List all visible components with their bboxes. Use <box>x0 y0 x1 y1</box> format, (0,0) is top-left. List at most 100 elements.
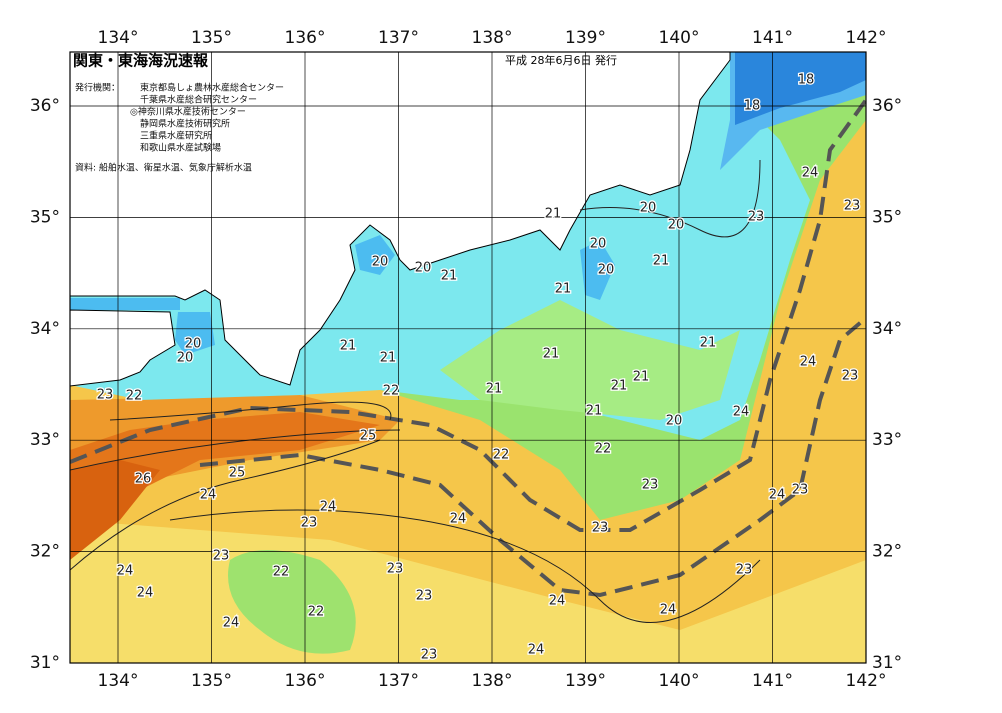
inner-green <box>440 300 740 420</box>
labels: 東京都島しょ農林水産総合センター千葉県水産総合研究センター◎神奈川県水産技術セン… <box>30 28 902 691</box>
issue-date: 平成 28年6月6日 発行 <box>505 53 617 67</box>
lon-label-top: 137° <box>378 28 419 48</box>
lon-label-bottom: 137° <box>378 671 419 691</box>
issuer: 静岡県水産技術研究所 <box>140 118 230 130</box>
contour-label: 20 <box>598 263 615 278</box>
issuer: ◎神奈川県水産技術センター <box>130 106 246 118</box>
contour-label: 24 <box>802 166 819 181</box>
contour-label: 21 <box>555 282 572 297</box>
contour-label: 23 <box>792 483 809 498</box>
contours <box>70 159 761 623</box>
lon-label-bottom: 135° <box>191 671 232 691</box>
lat-label-left: 35° <box>30 207 60 227</box>
contour-label: 23 <box>97 388 114 403</box>
warm-core <box>70 460 160 560</box>
contour-label: 22 <box>493 448 510 463</box>
issuer: 千葉県水産総合研究センター <box>140 94 257 106</box>
map-area <box>70 52 866 663</box>
contour-label: 20 <box>666 414 683 429</box>
contour-label: 23 <box>301 516 318 531</box>
contour-label: 23 <box>842 369 859 384</box>
lon-label-bottom: 136° <box>285 671 326 691</box>
contour-label: 22 <box>126 389 143 404</box>
contour-label: 20 <box>177 351 194 366</box>
issuer: 和歌山県水産試験場 <box>140 142 221 154</box>
contour-label: 24 <box>549 594 566 609</box>
contour-label: 20 <box>185 337 202 352</box>
lon-label-top: 139° <box>565 28 606 48</box>
source: 資料: 船舶水温、衛星水温、気象庁解析水温 <box>75 162 252 174</box>
issuer: 東京都島しょ農林水産総合センター <box>140 82 284 94</box>
title: 関東・東海海況速報 <box>73 52 209 70</box>
contour-label: 20 <box>590 237 607 252</box>
contour-label: 24 <box>200 488 217 503</box>
lon-label-top: 136° <box>285 28 326 48</box>
green-patch <box>228 550 356 654</box>
lon-label-bottom: 139° <box>565 671 606 691</box>
lon-label-top: 135° <box>191 28 232 48</box>
contour-label: 21 <box>543 347 560 362</box>
contour-label: 26 <box>135 472 152 487</box>
contour-label: 18 <box>744 99 761 114</box>
contour-label: 20 <box>415 261 432 276</box>
contour-label: 23 <box>736 563 753 578</box>
lon-label-bottom: 138° <box>472 671 513 691</box>
lat-label-left: 33° <box>30 430 60 450</box>
contour-label: 24 <box>769 488 786 503</box>
lat-label-right: 36° <box>872 96 902 116</box>
contour-label: 24 <box>733 405 750 420</box>
contour-label: 23 <box>213 549 230 564</box>
issuer: 三重県水産研究所 <box>140 130 212 142</box>
lat-label-right: 31° <box>872 653 902 673</box>
lat-label-left: 31° <box>30 653 60 673</box>
lat-label-right: 33° <box>872 430 902 450</box>
contour-label: 23 <box>642 478 659 493</box>
contour-label: 22 <box>595 442 612 457</box>
contour-label: 23 <box>416 589 433 604</box>
contour-label: 22 <box>383 384 400 399</box>
lon-label-bottom: 141° <box>752 671 793 691</box>
contour-label: 25 <box>360 429 377 444</box>
contour-label: 21 <box>486 382 503 397</box>
contour-label: 24 <box>117 564 134 579</box>
contour-label: 23 <box>421 648 438 663</box>
lon-label-bottom: 134° <box>98 671 139 691</box>
contour-label: 21 <box>586 404 603 419</box>
contour-label: 23 <box>844 199 861 214</box>
contour-label: 23 <box>592 521 609 536</box>
issuer-label: 発行機関： <box>75 82 120 94</box>
contour-label: 20 <box>372 255 389 270</box>
contour-label: 24 <box>800 355 817 370</box>
contour-label: 20 <box>668 218 685 233</box>
deep-blue-zone <box>735 52 866 125</box>
lon-label-top: 142° <box>846 28 887 48</box>
contour-label: 18 <box>798 73 815 88</box>
contour-label: 21 <box>653 254 670 269</box>
lon-label-top: 134° <box>98 28 139 48</box>
contour-label: 21 <box>545 207 562 222</box>
contour-label: 24 <box>660 603 677 618</box>
lon-label-top: 141° <box>752 28 793 48</box>
contour-label: 24 <box>320 500 337 515</box>
dark-orange-zone <box>70 412 380 530</box>
lat-label-left: 32° <box>30 542 60 562</box>
lon-label-bottom: 140° <box>659 671 700 691</box>
lat-label-right: 35° <box>872 207 902 227</box>
contour-label: 24 <box>223 616 240 631</box>
contour-label: 21 <box>633 370 650 385</box>
contour-label: 23 <box>387 562 404 577</box>
lat-label-left: 36° <box>30 96 60 116</box>
contour-label: 25 <box>229 466 246 481</box>
lon-label-bottom: 142° <box>846 671 887 691</box>
contour-label: 22 <box>273 565 290 580</box>
header: 関東・東海海況速報 平成 28年6月6日 発行 発行機関： 資料: 船舶水温、衛… <box>73 52 617 174</box>
lat-label-right: 32° <box>872 542 902 562</box>
contour-label: 21 <box>441 269 458 284</box>
contour-label: 24 <box>528 643 545 658</box>
lat-label-left: 34° <box>30 319 60 339</box>
contour-label: 21 <box>340 339 357 354</box>
lon-label-top: 138° <box>472 28 513 48</box>
contour-label: 21 <box>700 336 717 351</box>
contour-label: 21 <box>611 379 628 394</box>
